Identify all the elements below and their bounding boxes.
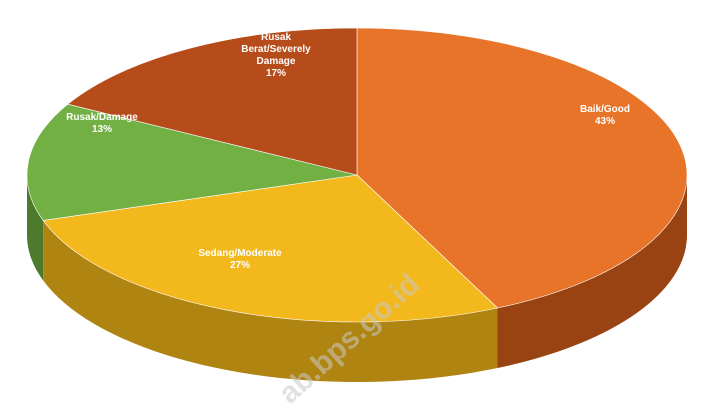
slice-label-line: Rusak (261, 32, 291, 43)
slice-label-rusak-berat-severely-damage: Rusak Berat/Severely Damage 17% (241, 32, 311, 79)
slice-sedang-moderate (42, 174, 499, 323)
pie-sides (27, 175, 687, 382)
slice-value: 43% (595, 116, 615, 127)
slice-value: 27% (230, 260, 250, 271)
slice-label-baik-good: Baik/Good 43% (580, 104, 630, 127)
slice-rusak-berat-severely-damage (67, 27, 358, 176)
slice-baik-good (356, 27, 688, 309)
slice-value: 13% (92, 124, 112, 135)
slice-label-line: Damage (257, 56, 296, 67)
pie-tops (26, 27, 688, 323)
slice-label-line: Berat/Severely (241, 44, 311, 55)
slice-label-line: Rusak/Damage (66, 112, 138, 123)
pie-labels: Baik/Good 43% Sedang/Moderate 27% Rusak/Dama… (66, 32, 630, 271)
slice-label-rusak-damage: Rusak/Damage 13% (66, 112, 138, 135)
slice-label-sedang-moderate: Sedang/Moderate 27% (198, 248, 282, 271)
slice-side-rusak-damage (27, 175, 44, 281)
slice-value: 17% (266, 68, 286, 79)
slice-side-sedang-moderate (43, 220, 498, 382)
slice-label-line: Sedang/Moderate (198, 248, 282, 259)
slice-side-baik-good (497, 175, 687, 369)
slice-rusak-damage (26, 103, 358, 221)
slice-label-line: Baik/Good (580, 104, 630, 115)
